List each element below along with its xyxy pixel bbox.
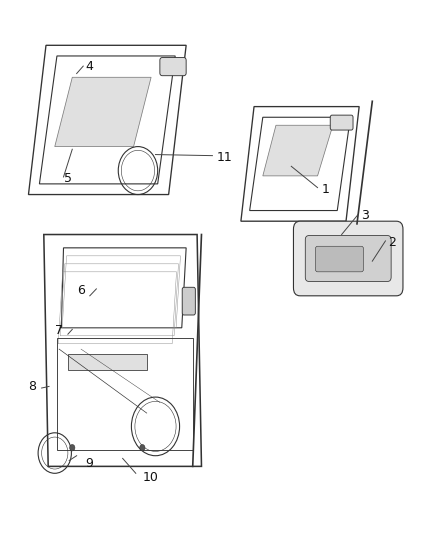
Text: 3: 3 [361, 209, 369, 222]
Text: 5: 5 [64, 172, 71, 185]
FancyBboxPatch shape [160, 58, 186, 76]
Polygon shape [55, 77, 151, 147]
Text: 4: 4 [85, 60, 93, 73]
Polygon shape [263, 125, 333, 176]
FancyBboxPatch shape [305, 236, 391, 281]
Text: 6: 6 [77, 284, 85, 297]
Circle shape [140, 445, 145, 451]
FancyBboxPatch shape [182, 287, 195, 315]
Circle shape [70, 445, 75, 451]
Text: 2: 2 [388, 236, 396, 249]
Text: 1: 1 [322, 183, 330, 196]
Text: 11: 11 [217, 151, 233, 164]
Text: 9: 9 [85, 457, 93, 470]
FancyBboxPatch shape [330, 115, 353, 130]
Polygon shape [68, 354, 147, 370]
Text: 8: 8 [28, 380, 36, 393]
Text: 10: 10 [142, 471, 158, 483]
Text: 7: 7 [55, 324, 63, 337]
FancyBboxPatch shape [315, 246, 364, 272]
FancyBboxPatch shape [293, 221, 403, 296]
